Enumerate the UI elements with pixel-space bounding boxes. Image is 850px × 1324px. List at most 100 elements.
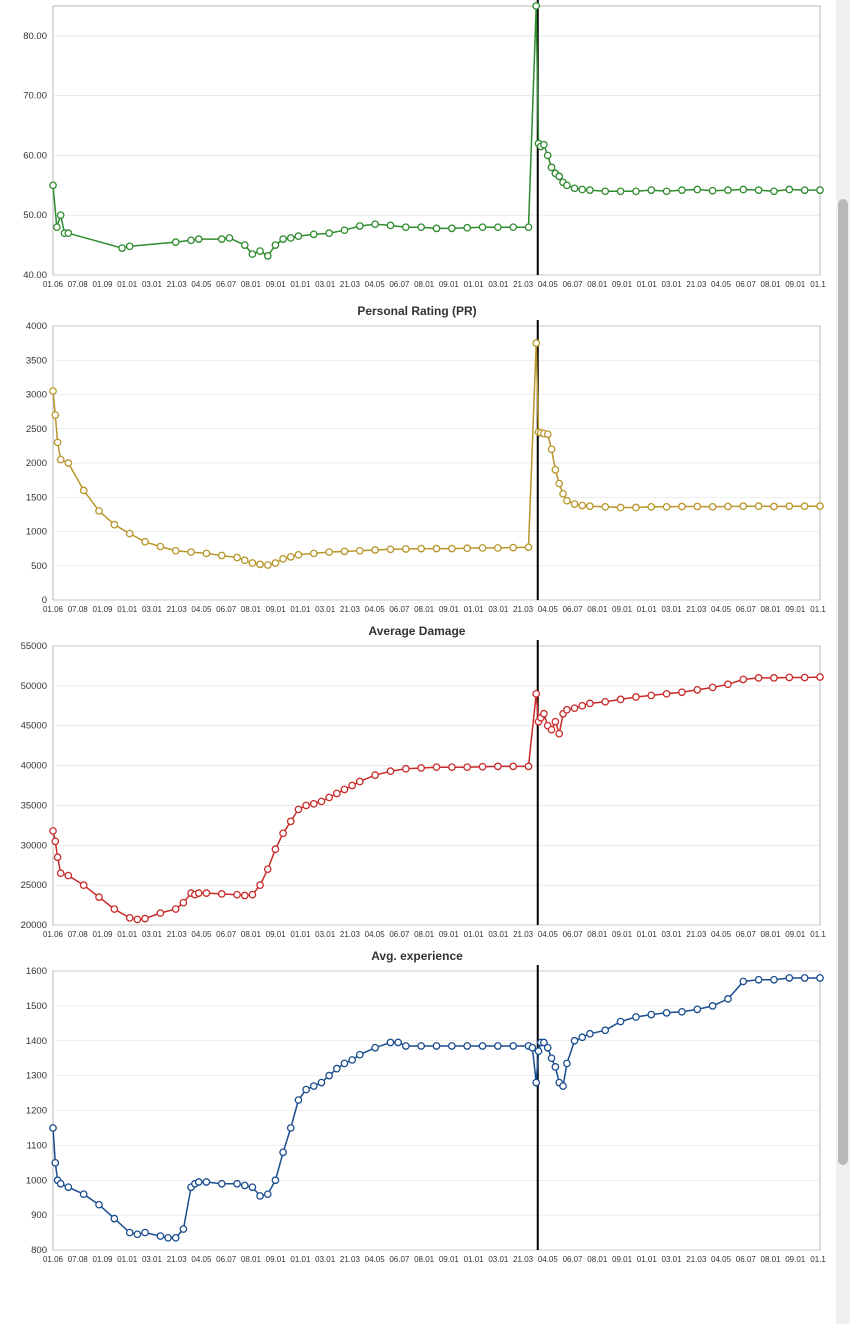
svg-text:06.07: 06.07: [736, 605, 757, 614]
chart-pr-svg: 0500100015002000250030003500400001.0607.…: [8, 320, 826, 625]
chart-xp-svg: 800900100011001200130014001500160001.060…: [8, 965, 826, 1275]
scrollbar[interactable]: [836, 0, 850, 1324]
svg-text:03.01: 03.01: [662, 1255, 683, 1264]
svg-text:55000: 55000: [21, 641, 47, 652]
svg-text:06.07: 06.07: [216, 930, 237, 939]
svg-text:3500: 3500: [26, 355, 47, 366]
svg-text:06.07: 06.07: [736, 280, 757, 289]
svg-text:07.08: 07.08: [68, 605, 89, 614]
svg-text:21.03: 21.03: [513, 280, 534, 289]
svg-text:09.01: 09.01: [439, 605, 460, 614]
chart-damage: Average Damage 2000025000300003500040000…: [8, 620, 826, 945]
svg-text:04.05: 04.05: [365, 1255, 386, 1264]
chart-winrate-svg: 40.0050.0060.0070.0080.0001.0607.0801.09…: [8, 0, 826, 300]
svg-text:01.01: 01.01: [637, 605, 658, 614]
svg-text:21.03: 21.03: [340, 280, 361, 289]
svg-text:09.01: 09.01: [612, 1255, 633, 1264]
svg-text:08.01: 08.01: [241, 1255, 262, 1264]
svg-text:21.03: 21.03: [167, 1255, 188, 1264]
svg-text:01.01: 01.01: [290, 280, 311, 289]
svg-text:04.05: 04.05: [538, 1255, 559, 1264]
svg-text:04.05: 04.05: [365, 280, 386, 289]
svg-text:60.00: 60.00: [23, 150, 47, 161]
svg-text:03.01: 03.01: [315, 280, 336, 289]
svg-text:1100: 1100: [27, 1140, 47, 1151]
svg-text:06.07: 06.07: [389, 605, 410, 614]
svg-text:70.00: 70.00: [23, 91, 47, 102]
svg-text:21.03: 21.03: [340, 605, 361, 614]
svg-text:04.05: 04.05: [538, 280, 559, 289]
svg-text:2500: 2500: [26, 424, 47, 435]
svg-text:01.01: 01.01: [464, 1255, 485, 1264]
svg-text:01.06: 01.06: [43, 1255, 64, 1264]
svg-text:09.01: 09.01: [439, 1255, 460, 1264]
svg-text:21.03: 21.03: [513, 1255, 534, 1264]
svg-text:06.07: 06.07: [563, 930, 584, 939]
svg-text:01.01: 01.01: [637, 280, 658, 289]
svg-text:01.01: 01.01: [637, 1255, 658, 1264]
svg-text:09.01: 09.01: [612, 280, 633, 289]
svg-text:03.01: 03.01: [315, 930, 336, 939]
svg-text:21.03: 21.03: [340, 930, 361, 939]
svg-text:07.08: 07.08: [68, 930, 89, 939]
svg-text:08.01: 08.01: [587, 1255, 608, 1264]
svg-text:01.09: 01.09: [92, 605, 113, 614]
svg-text:08.01: 08.01: [241, 280, 262, 289]
svg-text:01.01: 01.01: [290, 605, 311, 614]
svg-text:04.05: 04.05: [365, 930, 386, 939]
svg-text:09.01: 09.01: [266, 1255, 287, 1264]
svg-text:01.06: 01.06: [43, 930, 64, 939]
svg-text:21.03: 21.03: [167, 930, 188, 939]
svg-text:21.03: 21.03: [686, 280, 707, 289]
svg-text:01.01: 01.01: [117, 930, 138, 939]
svg-text:03.01: 03.01: [488, 605, 509, 614]
svg-text:900: 900: [31, 1210, 47, 1221]
svg-text:04.05: 04.05: [365, 605, 386, 614]
svg-text:1600: 1600: [26, 966, 47, 977]
svg-text:1500: 1500: [26, 492, 47, 503]
chart-xp-title: Avg. experience: [8, 945, 826, 965]
stats-page: 40.0050.0060.0070.0080.0001.0607.0801.09…: [0, 0, 850, 1324]
svg-text:01.01: 01.01: [464, 605, 485, 614]
svg-text:50000: 50000: [21, 681, 47, 692]
svg-text:09.01: 09.01: [785, 280, 806, 289]
svg-text:06.07: 06.07: [389, 1255, 410, 1264]
svg-text:08.01: 08.01: [587, 930, 608, 939]
svg-text:06.07: 06.07: [216, 605, 237, 614]
chart-winrate: 40.0050.0060.0070.0080.0001.0607.0801.09…: [8, 0, 826, 300]
svg-text:09.01: 09.01: [785, 1255, 806, 1264]
svg-text:01.11: 01.11: [810, 605, 826, 614]
svg-text:04.05: 04.05: [711, 930, 732, 939]
svg-text:03.01: 03.01: [142, 605, 163, 614]
svg-text:03.01: 03.01: [142, 280, 163, 289]
svg-text:08.01: 08.01: [241, 605, 262, 614]
svg-text:04.05: 04.05: [538, 930, 559, 939]
svg-text:08.01: 08.01: [761, 605, 782, 614]
svg-text:4000: 4000: [26, 321, 47, 332]
svg-text:21.03: 21.03: [513, 930, 534, 939]
svg-text:500: 500: [31, 561, 47, 572]
scrollbar-thumb[interactable]: [838, 199, 848, 1166]
svg-text:01.11: 01.11: [810, 930, 826, 939]
svg-text:06.07: 06.07: [736, 930, 757, 939]
svg-text:09.01: 09.01: [266, 605, 287, 614]
svg-text:1000: 1000: [26, 527, 47, 538]
svg-text:04.05: 04.05: [711, 280, 732, 289]
svg-text:01.01: 01.01: [464, 280, 485, 289]
svg-text:01.09: 01.09: [92, 1255, 113, 1264]
svg-text:09.01: 09.01: [439, 280, 460, 289]
svg-text:09.01: 09.01: [785, 605, 806, 614]
svg-text:01.06: 01.06: [43, 605, 64, 614]
svg-text:50.00: 50.00: [23, 210, 47, 221]
svg-text:08.01: 08.01: [414, 605, 435, 614]
svg-text:07.08: 07.08: [68, 280, 89, 289]
svg-text:03.01: 03.01: [488, 930, 509, 939]
svg-text:03.01: 03.01: [662, 930, 683, 939]
svg-text:04.05: 04.05: [711, 605, 732, 614]
svg-text:1400: 1400: [26, 1036, 47, 1047]
svg-text:21.03: 21.03: [686, 605, 707, 614]
svg-text:21.03: 21.03: [686, 930, 707, 939]
svg-text:08.01: 08.01: [587, 280, 608, 289]
svg-text:04.05: 04.05: [191, 930, 212, 939]
svg-text:04.05: 04.05: [191, 280, 212, 289]
